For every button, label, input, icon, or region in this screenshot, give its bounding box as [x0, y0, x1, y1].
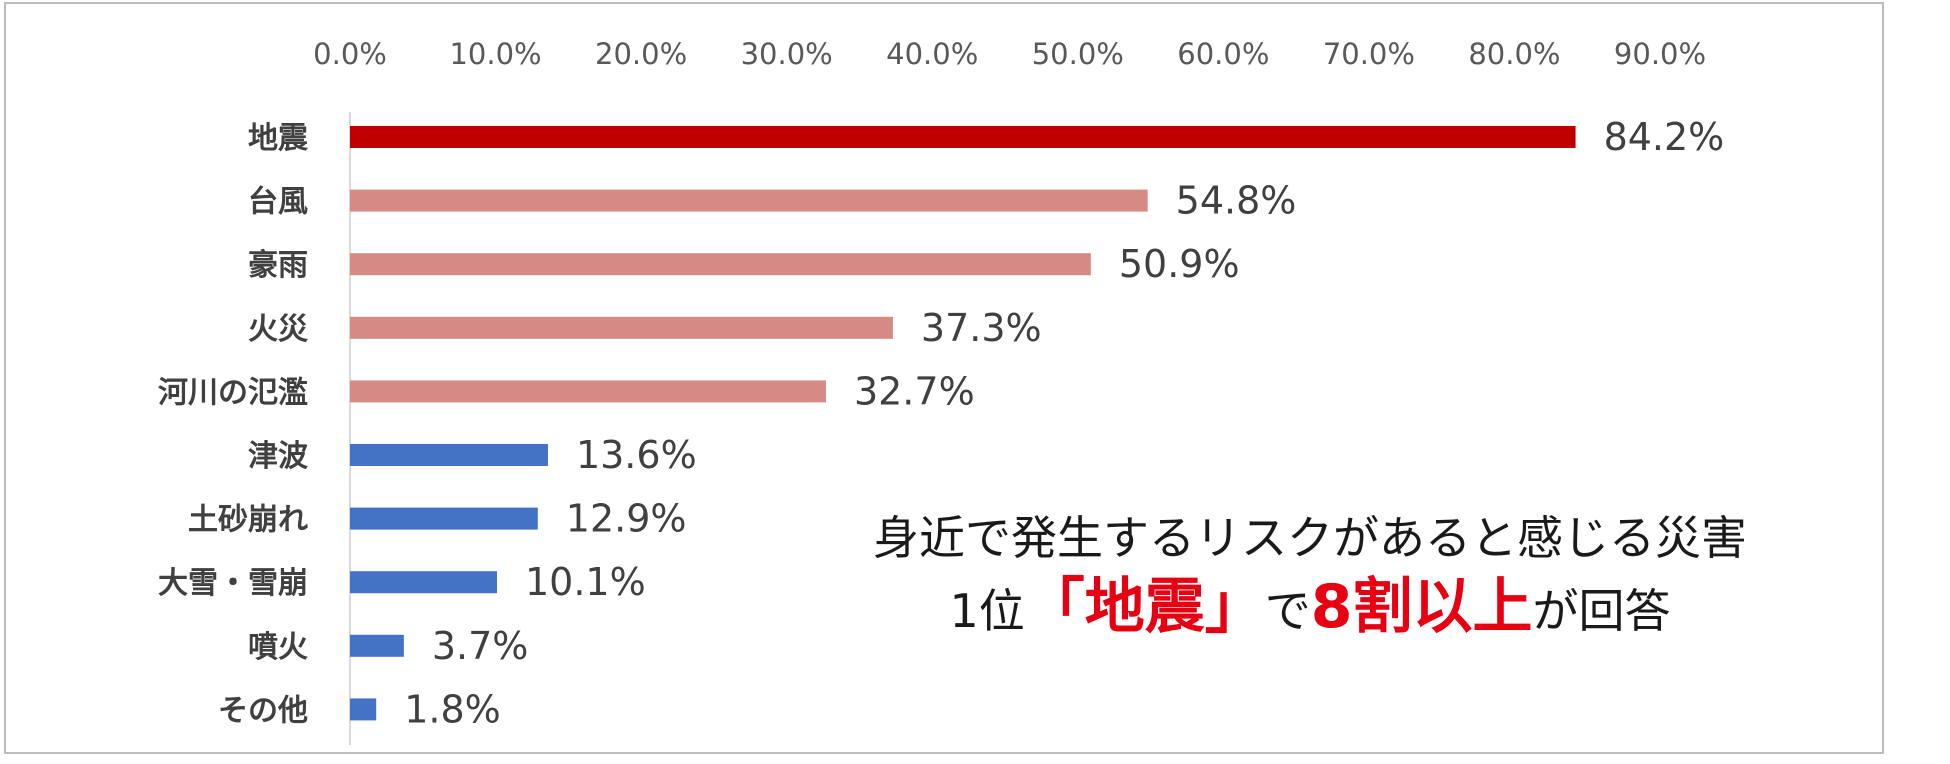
bar [350, 571, 498, 594]
x-tick-label: 30.0% [741, 37, 833, 71]
data-label: 1.8% [404, 687, 501, 731]
x-tick-label: 70.0% [1323, 37, 1415, 71]
category-label: 大雪・雪崩 [158, 566, 308, 601]
data-label: 13.6% [576, 433, 697, 477]
callout-result: 1位「地震」で8割以上が回答 [870, 568, 1750, 650]
data-label: 10.1% [525, 560, 646, 604]
x-tick-label: 0.0% [313, 37, 387, 71]
x-tick-label: 50.0% [1032, 37, 1124, 71]
category-label: 河川の氾濫 [158, 375, 308, 410]
callout-connector: で [1264, 584, 1311, 638]
callout-highlight-earthquake: 「地震」 [1024, 572, 1265, 642]
bar [350, 316, 893, 339]
bar [350, 126, 1576, 148]
data-label: 37.3% [921, 306, 1042, 350]
bars [350, 126, 1576, 721]
x-tick-label: 80.0% [1468, 37, 1560, 71]
category-label: 豪雨 [248, 248, 308, 283]
category-label: 台風 [248, 185, 308, 220]
x-axis-ticks: 0.0% 10.0% 20.0% 30.0% 40.0% 50.0% 60.0% 70.0% 8… [313, 37, 1706, 71]
bar [350, 507, 538, 530]
bar [350, 634, 404, 657]
bar [350, 698, 377, 721]
callout-highlight-percent: 8割以上 [1310, 572, 1533, 642]
callout-rank: 1位 [949, 584, 1025, 638]
callout-text: 身近で発生するリスクがあると感じる災害 1位「地震」で8割以上が回答 [870, 508, 1750, 650]
bar [350, 380, 826, 403]
x-tick-label: 40.0% [886, 37, 978, 71]
x-tick-label: 20.0% [595, 37, 687, 71]
category-label: 噴火 [248, 630, 308, 665]
category-label: 土砂崩れ [188, 503, 308, 538]
category-label: 地震 [248, 121, 309, 156]
category-label: 火災 [248, 312, 309, 347]
data-label: 84.2% [1604, 115, 1725, 159]
data-label: 12.9% [566, 497, 687, 541]
callout-headline: 身近で発生するリスクがあると感じる災害 [873, 511, 1747, 565]
callout-suffix: が回答 [1532, 584, 1671, 638]
bar [350, 444, 548, 466]
x-tick-label: 90.0% [1614, 37, 1706, 71]
bar [350, 253, 1091, 276]
bar [350, 189, 1148, 212]
data-label: 3.7% [432, 624, 529, 668]
data-label: 50.9% [1119, 242, 1240, 286]
data-label: 54.8% [1176, 179, 1297, 223]
data-label: 32.7% [854, 369, 975, 413]
x-tick-label: 60.0% [1177, 37, 1269, 71]
data-labels: 84.2% 54.8% 50.9% 37.3% 32.7% 13.6% 12.9% 10.1%… [404, 115, 1724, 731]
x-tick-label: 10.0% [449, 37, 541, 71]
category-label: 津波 [248, 439, 309, 474]
category-label: その他 [218, 693, 308, 728]
